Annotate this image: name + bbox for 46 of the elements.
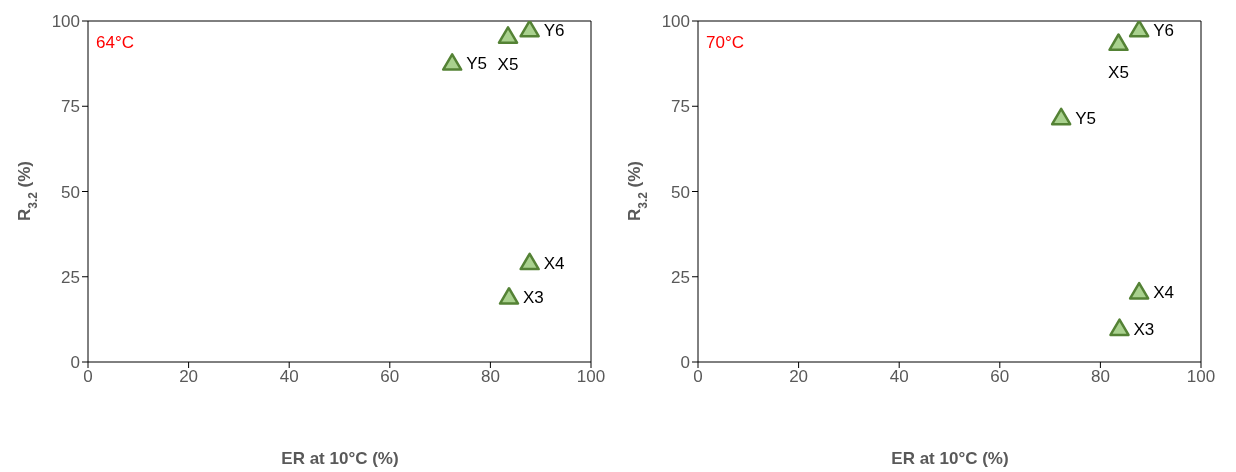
x-axis-title: ER at 10°C (%)	[891, 449, 1009, 468]
y-tick-label: 100	[51, 12, 80, 32]
y-tick-label: 75	[61, 97, 80, 117]
x-tick-label: 60	[990, 367, 1010, 387]
annotation: Y6	[543, 20, 565, 40]
y-tick-label: 75	[671, 97, 690, 117]
annotation: X5	[1108, 62, 1129, 82]
point	[497, 26, 519, 44]
x-tick-label: 20	[179, 367, 199, 387]
x-tick-label: 100	[1186, 367, 1216, 387]
y-tick-label: 0	[680, 353, 690, 373]
point	[1108, 33, 1129, 52]
annotation: Y6	[1153, 20, 1174, 40]
x-tick-label: 0	[83, 367, 93, 387]
x-tick-label: 40	[279, 367, 299, 387]
point	[519, 21, 540, 38]
x-tick-label: 100	[576, 367, 606, 387]
x-tick-label: 80	[480, 367, 500, 387]
text: 64°C	[96, 33, 134, 52]
annotation: Y5	[466, 54, 487, 74]
point	[1109, 318, 1130, 337]
point	[1128, 21, 1150, 38]
y-tick-label: 50	[61, 182, 80, 202]
annotation: Y5	[1075, 108, 1096, 128]
x-tick-label: 20	[789, 367, 809, 387]
annotation: X5	[497, 55, 519, 75]
point	[519, 252, 540, 271]
annotation: X3	[523, 288, 544, 308]
point	[498, 286, 520, 305]
point	[1128, 281, 1150, 300]
y-tick-label: 25	[671, 267, 690, 287]
y-tick-label: 25	[61, 267, 80, 287]
y-tick-label: 100	[661, 12, 690, 32]
annotation: X3	[1133, 319, 1155, 339]
annotation: X4	[543, 253, 565, 273]
x-axis-title: ER at 10°C (%)	[281, 449, 399, 468]
y-tick-label: 0	[70, 353, 80, 373]
y-tick-label: 50	[671, 182, 690, 202]
x-tick-label: 0	[693, 367, 703, 387]
point	[441, 53, 463, 71]
annotation: X4	[1153, 283, 1174, 303]
x-tick-label: 40	[889, 367, 909, 387]
point	[1050, 107, 1072, 126]
x-tick-label: 60	[380, 367, 400, 387]
x-tick-label: 80	[1090, 367, 1110, 387]
text: 70°C	[706, 33, 744, 52]
